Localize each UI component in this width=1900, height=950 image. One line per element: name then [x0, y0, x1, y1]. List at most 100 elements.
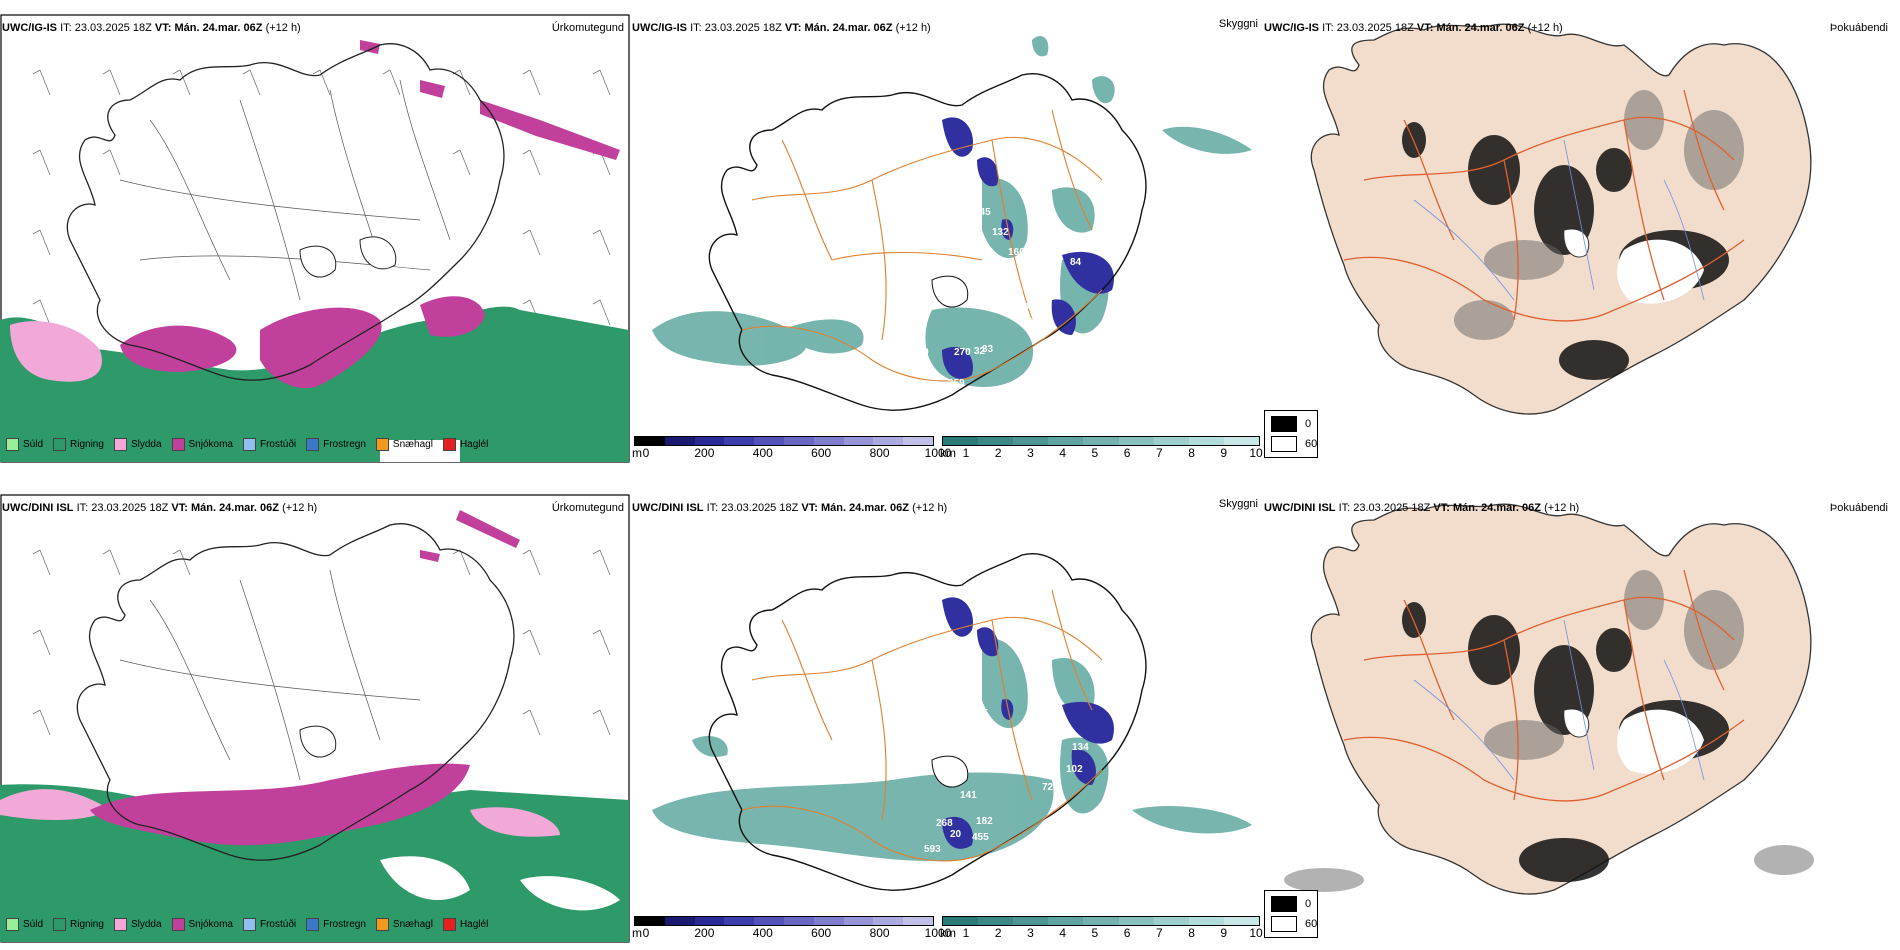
run-header: UWC/DINI ISL IT: 23.03.2025 18Z VT: Mán.…: [1264, 502, 1579, 514]
colorbar-tick-label: 400: [752, 926, 773, 940]
fog-legend-swatch: [1271, 916, 1297, 932]
colorbar-tick-label: 600: [811, 446, 832, 460]
legend-swatch: [375, 437, 389, 451]
fog-legend-swatch: [1271, 436, 1297, 452]
legend-item: Rigning: [53, 437, 104, 451]
model-name: UWC/IG-IS: [2, 22, 57, 34]
fog-legend-item: 0: [1271, 896, 1311, 912]
visibility-panel-2: UWC/DINI ISL IT: 23.03.2025 18Z VT: Mán.…: [632, 480, 1263, 950]
colorbar-segment: [978, 437, 1014, 445]
run-header: UWC/IG-IS IT: 23.03.2025 18Z VT: Mán. 24…: [632, 22, 931, 34]
legend-swatch: [306, 917, 320, 931]
visibility-panel-1: UWC/IG-IS IT: 23.03.2025 18Z VT: Mán. 24…: [632, 0, 1263, 470]
legend-label: Haglél: [459, 438, 489, 450]
colorbar-segment: [1048, 917, 1084, 925]
it-label: IT:: [1322, 22, 1334, 34]
lead-time: (+12 h): [895, 22, 931, 34]
legend-swatch: [442, 437, 456, 451]
colorbar-segment: [1118, 917, 1154, 925]
colorbar-segment: [1188, 437, 1224, 445]
iceland-outline: [66, 43, 505, 381]
legend-item: Slydda: [113, 437, 162, 451]
lead-time: (+12 h): [1527, 22, 1563, 34]
visibility-m-colorbar: [634, 916, 934, 926]
fog-legend-label: 0: [1305, 898, 1312, 910]
fog-map-2: [1284, 503, 1814, 895]
colorbar-segment: [903, 917, 933, 925]
colorbar-tick-label: 6: [1123, 926, 1131, 940]
colorbar-segment: [813, 437, 844, 445]
colorbar-segment: [1013, 437, 1049, 445]
vt-value: Mán. 24.mar. 06Z: [820, 502, 909, 514]
fog-indicator-panel-2: UWC/DINI ISL IT: 23.03.2025 18Z VT: Mán.…: [1264, 480, 1894, 950]
it-label: IT:: [60, 22, 72, 34]
colorbar-segment: [783, 437, 814, 445]
legend-item: Frostregn: [306, 917, 366, 931]
it-value: 23.03.2025 18Z: [91, 502, 169, 514]
fog-legend-label: 60: [1305, 918, 1318, 930]
legend-label: Snjókoma: [188, 918, 233, 930]
legend-label: Frostúði: [259, 438, 297, 450]
panel-title: Þokuábendi: [1829, 22, 1888, 34]
vt-value: Mán. 24.mar. 06Z: [190, 502, 279, 514]
colorbar-tick-label: 3: [1027, 446, 1034, 460]
fog-legend-swatch: [1271, 896, 1297, 912]
it-value: 23.03.2025 18Z: [704, 22, 782, 34]
precip-type-map-1: [0, 14, 630, 463]
colorbar-tick-label: 0: [642, 926, 650, 940]
precip-type-panel-1: UWC/IG-IS IT: 23.03.2025 18Z VT: Mán. 24…: [0, 0, 630, 470]
vt-value: Mán. 24.mar. 06Z: [804, 22, 893, 34]
colorbar-segment: [783, 917, 814, 925]
colorbar-segment: [978, 917, 1014, 925]
it-label: IT:: [1338, 502, 1351, 514]
run-header: UWC/DINI ISL IT: 23.03.2025 18Z VT: Mán.…: [632, 502, 947, 514]
colorbar-tick-label: 200: [694, 446, 715, 460]
colorbar-tick-label: 800: [869, 446, 890, 460]
legend-label: Snæhagl: [392, 438, 433, 450]
legend-label: Súld: [23, 438, 44, 450]
colorbar-tick-label: 10: [1249, 926, 1263, 940]
colorbar-segment: [873, 917, 904, 925]
panel-title: Skyggni: [1218, 18, 1258, 30]
lead-time: (+12 h): [912, 502, 948, 514]
model-name: UWC/IG-IS: [632, 22, 687, 34]
legend-label: Slydda: [130, 918, 162, 930]
colorbar-segment: [754, 917, 784, 925]
legend-label: Rigning: [70, 438, 104, 450]
panel-title: Úrkomutegund: [551, 502, 624, 514]
lead-time: (+12 h): [282, 502, 318, 514]
fog-legend: 0 60: [1264, 410, 1318, 458]
vt-label: VT:: [801, 502, 818, 514]
panel-title: Þokuábendi: [1829, 502, 1888, 514]
colorbar-tick-label: 1000: [924, 446, 952, 460]
legend-swatch: [242, 437, 256, 451]
legend-swatch: [375, 917, 389, 931]
visibility-m-colorbar: [634, 436, 934, 446]
panel-title: Úrkomutegund: [551, 22, 624, 34]
legend-item: Snæhagl: [375, 917, 433, 931]
colorbar-segment: [724, 917, 755, 925]
legend-label: Haglél: [459, 918, 489, 930]
legend-label: Snæhagl: [392, 918, 433, 930]
colorbar-tick-label: 3: [1027, 926, 1034, 940]
colorbar-tick-label: 8: [1188, 926, 1195, 940]
legend-swatch: [442, 917, 456, 931]
it-value: 23.03.2025 18Z: [1353, 502, 1431, 514]
colorbar-tick-label: 4: [1059, 926, 1066, 940]
colorbar-segment: [1153, 437, 1189, 445]
colorbar-tick-label: 2: [994, 926, 1002, 940]
legend-item: Snjókoma: [171, 917, 233, 931]
fog-legend-item: 60: [1271, 436, 1317, 452]
vt-value: Mán. 24.mar. 06Z: [1436, 22, 1525, 34]
legend-swatch: [6, 437, 19, 451]
colorbar-tick-label: 1000: [924, 926, 952, 940]
fog-legend: 0 60: [1264, 890, 1318, 938]
colorbar-segment: [873, 437, 904, 445]
legend-item: Súld: [6, 437, 44, 451]
colorbar-tick-label: 7: [1155, 446, 1163, 460]
legend-label: Rigning: [70, 918, 104, 930]
model-name: UWC/DINI ISL: [1264, 502, 1336, 514]
model-name: UWC/DINI ISL: [2, 502, 74, 514]
colorbar-segment: [903, 437, 933, 445]
colorbar-tick-label: 8: [1188, 446, 1195, 460]
